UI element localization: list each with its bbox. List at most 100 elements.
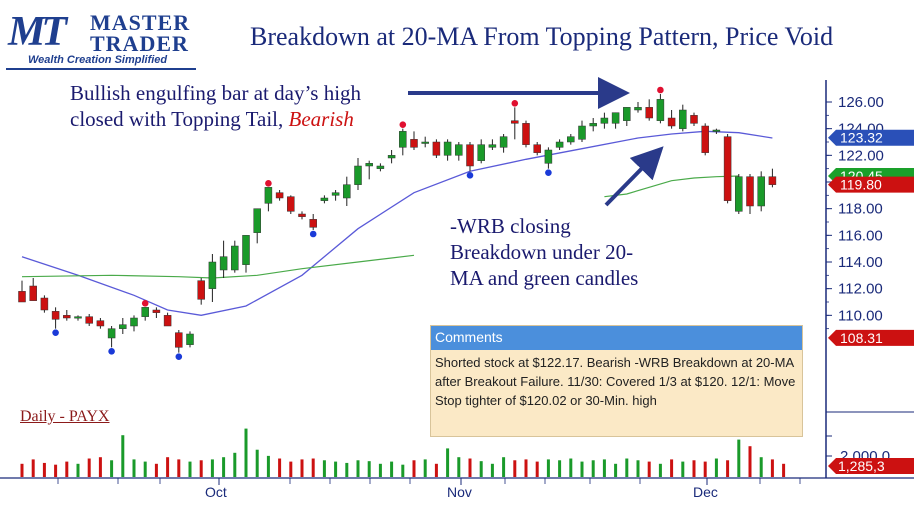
volume-bar [222, 457, 226, 477]
candle-body [320, 197, 329, 201]
volume-bar [31, 459, 35, 477]
volume-bar [502, 457, 506, 477]
moving-averages [21, 130, 773, 316]
candle-body [421, 141, 429, 144]
pivot-low-dot [545, 169, 552, 176]
volume-bars [20, 428, 786, 477]
y-tick-label: 110.00 [838, 307, 883, 324]
volume-bar [233, 452, 237, 477]
candle-body [331, 192, 340, 196]
candle-body [242, 235, 250, 265]
ma20-line [21, 130, 773, 316]
price-tag-bg [828, 129, 914, 146]
candle-body [656, 99, 665, 121]
volume-bar [367, 461, 371, 477]
volume-bar [322, 460, 326, 477]
candle-body [712, 129, 721, 132]
y-tick-label: 118.00 [838, 201, 883, 218]
volume-bar [110, 460, 114, 477]
volume-bar [210, 459, 214, 477]
pivot-low-dot [175, 353, 183, 360]
volume-bar [726, 460, 730, 477]
volume-bar [535, 461, 539, 477]
candle-body [600, 117, 609, 124]
candle-body [63, 315, 71, 319]
volume-bar [782, 463, 786, 477]
volume-bar [54, 464, 58, 477]
pivot-high-dot [399, 121, 407, 128]
logo-word-master: MASTER [90, 10, 191, 35]
candle-body [723, 136, 732, 201]
volume-bar [457, 457, 461, 477]
volume-bar [401, 464, 405, 477]
volume-bar [714, 458, 718, 477]
y-tick-label: 116.00 [838, 227, 883, 244]
candle-body [107, 328, 116, 339]
price-tag-label: 119.80 [840, 177, 882, 193]
annotation-wrb-line2: Breakdown under 20- [450, 240, 634, 264]
volume-bar [770, 459, 774, 477]
candle-body [141, 307, 149, 317]
candle-body [253, 208, 261, 233]
volume-bar [278, 458, 282, 477]
volume-bar [65, 461, 69, 477]
candle-body [488, 144, 497, 148]
candle-body [533, 144, 541, 153]
volume-bar [748, 446, 752, 477]
candle-body [365, 163, 373, 167]
volume-bar [255, 449, 259, 477]
price-tag: 108.31 [828, 329, 914, 346]
volume-bar [412, 460, 416, 477]
annotation-wrb: -WRB closing Breakdown under 20- MA and … [450, 213, 638, 291]
date-label: Nov [447, 484, 472, 500]
volume-bar [423, 459, 427, 477]
volume-bar [591, 460, 595, 477]
candle-body [29, 285, 37, 301]
volume-bar [647, 461, 651, 477]
logo-mark: MT [8, 9, 67, 55]
candle-body [757, 176, 765, 207]
volume-bar [188, 461, 192, 477]
volume-bar [513, 460, 517, 477]
volume-bar [434, 463, 438, 477]
annotation-arrows [408, 77, 664, 207]
candle-body [522, 123, 530, 145]
candle-body [634, 107, 642, 111]
annotation-wrb-line3: MA and green candles [450, 266, 639, 290]
volume-bar [625, 458, 629, 477]
pivot-high-dot [141, 300, 149, 307]
price-tag: 123.32 [828, 129, 914, 146]
candle-body [287, 196, 295, 212]
volume-bar [87, 458, 91, 477]
candle-body [455, 144, 463, 156]
candle-body [74, 316, 82, 319]
annotation-wrb-line1: -WRB closing [450, 214, 571, 238]
pivot-low-dot [466, 172, 474, 179]
candle-body [432, 141, 441, 156]
volume-bar [569, 458, 573, 477]
volume-bar [692, 460, 696, 477]
volume-bar [670, 459, 674, 477]
y-tick-label: 126.00 [838, 94, 884, 111]
volume-bar [311, 458, 315, 477]
volume-bar [300, 459, 304, 477]
volume-bar [479, 461, 483, 477]
volume-bar [759, 457, 763, 477]
candle-body [410, 139, 418, 148]
volume-bar [121, 435, 125, 477]
volume-bar [199, 460, 203, 477]
annotation-engulfing-line2-text: closed with Topping Tail, [70, 107, 289, 131]
volume-bar [334, 461, 338, 477]
volume-bar [132, 459, 136, 477]
candle-body [152, 309, 161, 313]
volume-bar [524, 459, 528, 477]
volume-bar [490, 463, 494, 477]
y-tick-label: 112.00 [838, 281, 883, 298]
bearish-label: Bearish [288, 107, 354, 131]
volume-bar [602, 459, 606, 477]
volume-bar [143, 461, 147, 477]
volume-bar [558, 460, 562, 477]
price-tag-bg [828, 329, 914, 346]
